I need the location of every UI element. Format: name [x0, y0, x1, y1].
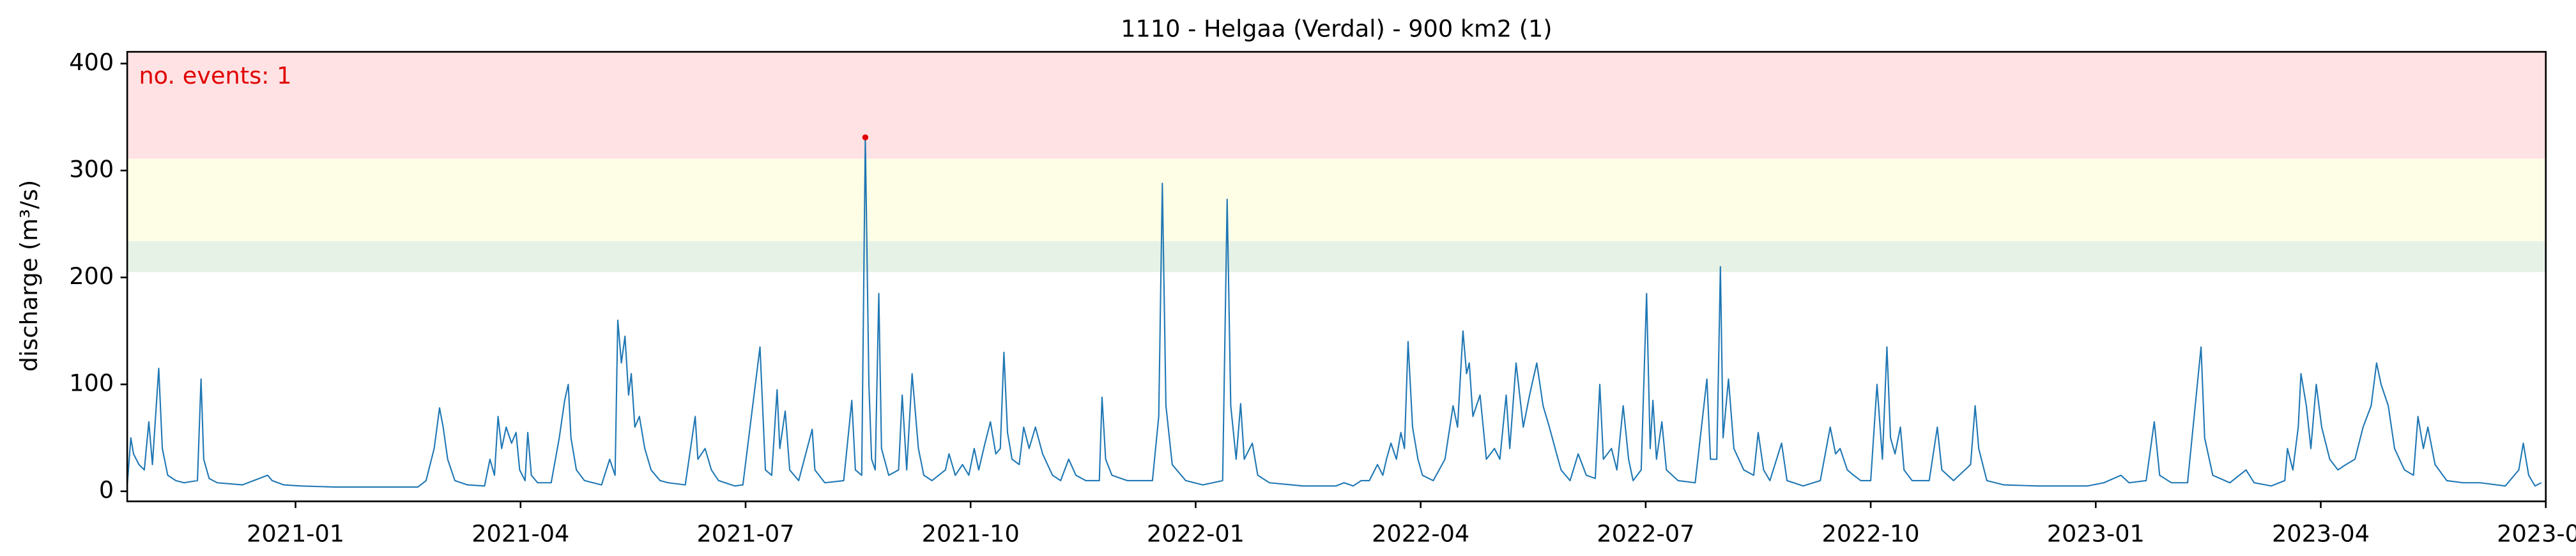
x-tick-label: 2021-04	[471, 520, 569, 547]
y-tick-label: 400	[69, 49, 114, 76]
x-tick-label: 2022-04	[1372, 520, 1469, 547]
threshold-band	[127, 241, 2546, 273]
x-tick-label: 2022-01	[1147, 520, 1245, 547]
chart-title: 1110 - Helgaa (Verdal) - 900 km2 (1)	[1121, 15, 1552, 43]
event-marker	[862, 134, 869, 140]
plot-frame	[126, 50, 2547, 502]
y-tick-label: 0	[99, 476, 114, 504]
x-tick-label: 2021-10	[922, 520, 1020, 547]
threshold-band	[127, 52, 2546, 159]
x-tick-label: 2021-01	[247, 520, 344, 547]
y-tick-label: 200	[69, 262, 114, 290]
y-axis-label: discharge (m³/s)	[15, 180, 43, 372]
y-tick-label: 300	[69, 156, 114, 183]
threshold-band	[127, 158, 2546, 241]
discharge-line	[126, 137, 2542, 488]
annotation: no. events: 1	[139, 62, 291, 89]
y-tick-label: 100	[69, 370, 114, 397]
x-tick-label: 2021-07	[696, 520, 794, 547]
x-tick-label: 2022-07	[1597, 520, 1694, 547]
x-tick-label: 2023-01	[2047, 520, 2145, 547]
x-tick-label: 2022-10	[1822, 520, 1920, 547]
x-tick-label: 2023-07	[2497, 520, 2576, 547]
x-tick-label: 2023-04	[2272, 520, 2370, 547]
